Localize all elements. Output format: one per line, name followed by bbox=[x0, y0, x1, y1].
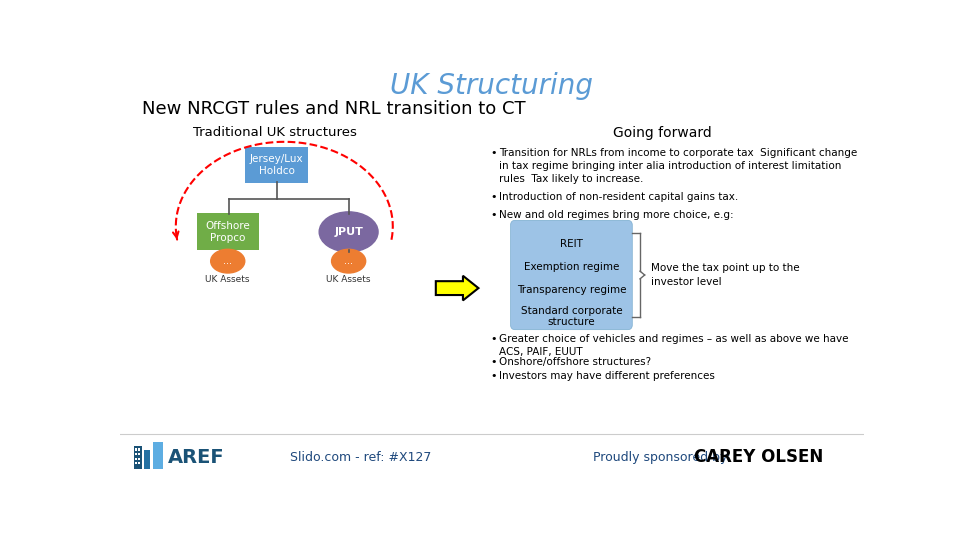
Text: Transition for NRLs from income to corporate tax  Significant change
in tax regi: Transition for NRLs from income to corpo… bbox=[499, 148, 857, 184]
Bar bbox=[134, 457, 136, 460]
Ellipse shape bbox=[331, 249, 366, 273]
Bar bbox=[138, 462, 140, 464]
Text: ...: ... bbox=[224, 256, 232, 266]
Text: Greater choice of vehicles and regimes – as well as above we have
ACS, PAIF, EUU: Greater choice of vehicles and regimes –… bbox=[499, 334, 849, 357]
Text: JPUT: JPUT bbox=[334, 227, 363, 237]
Ellipse shape bbox=[319, 212, 378, 252]
Bar bbox=[138, 448, 140, 450]
FancyBboxPatch shape bbox=[511, 220, 633, 330]
Bar bbox=[134, 462, 136, 464]
Text: Standard corporate
structure: Standard corporate structure bbox=[520, 306, 622, 327]
FancyArrow shape bbox=[436, 276, 478, 300]
Text: UK Assets: UK Assets bbox=[205, 275, 250, 284]
Text: AREF: AREF bbox=[168, 448, 225, 467]
Text: •: • bbox=[491, 192, 497, 202]
Bar bbox=[134, 446, 142, 469]
Text: Exemption regime: Exemption regime bbox=[524, 262, 619, 272]
Bar bbox=[134, 448, 136, 450]
Text: •: • bbox=[491, 372, 497, 381]
FancyBboxPatch shape bbox=[245, 147, 308, 183]
Text: REIT: REIT bbox=[560, 239, 583, 249]
Bar bbox=[138, 453, 140, 455]
Text: UK Assets: UK Assets bbox=[326, 275, 371, 284]
Text: Move the tax point up to the
investor level: Move the tax point up to the investor le… bbox=[651, 264, 800, 287]
Text: Offshore
Propco: Offshore Propco bbox=[205, 221, 251, 242]
Text: •: • bbox=[491, 334, 497, 345]
Text: ...: ... bbox=[344, 256, 353, 266]
Text: Going forward: Going forward bbox=[613, 126, 712, 139]
Text: •: • bbox=[491, 148, 497, 158]
Text: Onshore/offshore structures?: Onshore/offshore structures? bbox=[499, 357, 651, 367]
Text: •: • bbox=[491, 357, 497, 367]
Text: CAREY OLSEN: CAREY OLSEN bbox=[693, 449, 823, 467]
Text: Investors may have different preferences: Investors may have different preferences bbox=[499, 372, 715, 381]
Text: Introduction of non-resident capital gains tax.: Introduction of non-resident capital gai… bbox=[499, 192, 738, 202]
Text: New NRCGT rules and NRL transition to CT: New NRCGT rules and NRL transition to CT bbox=[142, 100, 525, 118]
Text: New and old regimes bring more choice, e.g:: New and old regimes bring more choice, e… bbox=[499, 210, 733, 220]
Ellipse shape bbox=[210, 249, 245, 273]
Text: Slido.com - ref: #X127: Slido.com - ref: #X127 bbox=[290, 451, 431, 464]
Bar bbox=[138, 457, 140, 460]
Bar bbox=[134, 453, 136, 455]
Bar bbox=[144, 450, 150, 469]
Text: Transparency regime: Transparency regime bbox=[516, 285, 626, 295]
Text: Traditional UK structures: Traditional UK structures bbox=[193, 126, 357, 139]
FancyBboxPatch shape bbox=[197, 213, 259, 251]
Bar bbox=[153, 442, 162, 469]
Text: UK Structuring: UK Structuring bbox=[391, 72, 593, 100]
Text: •: • bbox=[491, 210, 497, 220]
Text: Jersey/Lux
Holdco: Jersey/Lux Holdco bbox=[250, 154, 303, 176]
Text: Proudly sponsored by:: Proudly sponsored by: bbox=[592, 451, 731, 464]
